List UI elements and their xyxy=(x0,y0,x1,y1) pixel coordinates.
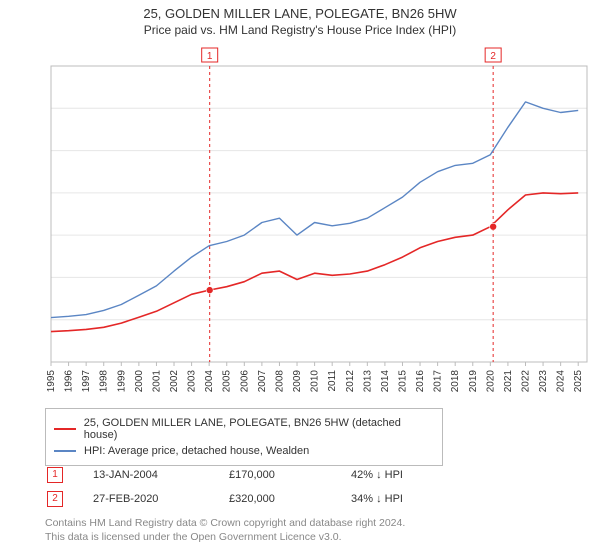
svg-text:2025: 2025 xyxy=(573,370,584,393)
transaction-marker: 2 xyxy=(47,491,63,507)
svg-text:1: 1 xyxy=(207,51,213,62)
transaction-price: £170,000 xyxy=(229,464,349,486)
svg-text:2021: 2021 xyxy=(503,370,514,393)
svg-text:2015: 2015 xyxy=(397,370,408,393)
svg-text:2004: 2004 xyxy=(204,370,215,393)
svg-text:1998: 1998 xyxy=(99,370,110,393)
transaction-date: 13-JAN-2004 xyxy=(93,464,227,486)
svg-text:2014: 2014 xyxy=(380,370,391,393)
svg-text:2009: 2009 xyxy=(292,370,303,393)
svg-text:1996: 1996 xyxy=(64,370,75,393)
svg-text:2023: 2023 xyxy=(538,370,549,393)
table-row: 1 13-JAN-2004 £170,000 42% ↓ HPI xyxy=(47,464,471,486)
svg-text:2011: 2011 xyxy=(327,370,338,392)
svg-text:2020: 2020 xyxy=(485,370,496,393)
transactions-table: 1 13-JAN-2004 £170,000 42% ↓ HPI 2 27-FE… xyxy=(45,462,473,512)
svg-text:2002: 2002 xyxy=(169,370,180,393)
legend-label-price-paid: 25, GOLDEN MILLER LANE, POLEGATE, BN26 5… xyxy=(84,417,434,441)
legend-label-hpi: HPI: Average price, detached house, Weal… xyxy=(84,445,309,457)
transaction-marker: 1 xyxy=(47,467,63,483)
svg-text:1999: 1999 xyxy=(116,370,127,393)
svg-text:1997: 1997 xyxy=(81,370,92,393)
footnote-line1: Contains HM Land Registry data © Crown c… xyxy=(45,516,405,530)
footnote-line2: This data is licensed under the Open Gov… xyxy=(45,530,405,544)
table-row: 2 27-FEB-2020 £320,000 34% ↓ HPI xyxy=(47,488,471,510)
svg-text:1995: 1995 xyxy=(46,370,57,393)
svg-text:2022: 2022 xyxy=(520,370,531,393)
chart-svg: £0£100K£200K£300K£400K£500K£600K£700K199… xyxy=(45,46,593,396)
transaction-pct: 34% xyxy=(351,493,373,505)
chart-titles: 25, GOLDEN MILLER LANE, POLEGATE, BN26 5… xyxy=(0,0,600,38)
legend-row-price-paid: 25, GOLDEN MILLER LANE, POLEGATE, BN26 5… xyxy=(54,415,434,443)
transaction-rel: ↓ HPI xyxy=(376,493,403,505)
svg-text:2008: 2008 xyxy=(274,370,285,393)
legend-swatch-hpi xyxy=(54,450,76,452)
svg-text:2: 2 xyxy=(490,51,496,62)
transaction-rel: ↓ HPI xyxy=(376,469,403,481)
svg-text:2017: 2017 xyxy=(433,370,444,393)
plot-area: £0£100K£200K£300K£400K£500K£600K£700K199… xyxy=(45,46,593,396)
svg-text:2013: 2013 xyxy=(362,370,373,393)
legend-row-hpi: HPI: Average price, detached house, Weal… xyxy=(54,443,434,459)
transaction-price: £320,000 xyxy=(229,488,349,510)
legend-box: 25, GOLDEN MILLER LANE, POLEGATE, BN26 5… xyxy=(45,408,443,466)
svg-text:2016: 2016 xyxy=(415,370,426,393)
svg-text:2010: 2010 xyxy=(310,370,321,393)
transaction-date: 27-FEB-2020 xyxy=(93,488,227,510)
chart-title-main: 25, GOLDEN MILLER LANE, POLEGATE, BN26 5… xyxy=(0,6,600,23)
svg-text:2007: 2007 xyxy=(257,370,268,393)
svg-text:2000: 2000 xyxy=(134,370,145,393)
svg-text:2018: 2018 xyxy=(450,370,461,393)
svg-text:2024: 2024 xyxy=(556,370,567,393)
svg-text:2003: 2003 xyxy=(187,370,198,393)
svg-text:2006: 2006 xyxy=(239,370,250,393)
svg-text:2001: 2001 xyxy=(151,370,162,393)
chart-container: 25, GOLDEN MILLER LANE, POLEGATE, BN26 5… xyxy=(0,0,600,560)
chart-title-sub: Price paid vs. HM Land Registry's House … xyxy=(0,23,600,39)
svg-text:2005: 2005 xyxy=(222,370,233,393)
legend-swatch-price-paid xyxy=(54,428,76,430)
svg-text:2012: 2012 xyxy=(345,370,356,393)
svg-text:2019: 2019 xyxy=(468,370,479,393)
footnote: Contains HM Land Registry data © Crown c… xyxy=(45,516,405,544)
transaction-pct: 42% xyxy=(351,469,373,481)
